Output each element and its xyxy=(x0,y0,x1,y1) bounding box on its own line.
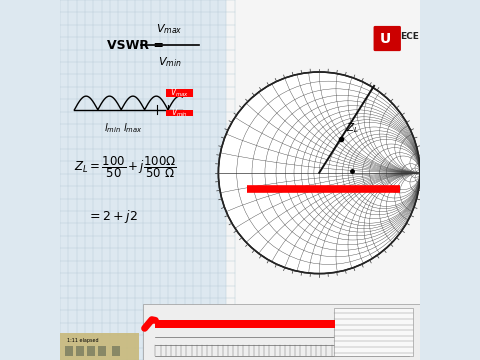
Bar xyxy=(143,304,420,360)
Text: $= 2 + j2$: $= 2 + j2$ xyxy=(87,207,138,225)
Bar xyxy=(334,308,413,356)
Bar xyxy=(60,0,235,360)
Text: U: U xyxy=(380,32,391,45)
Text: $l_{min}\ l_{max}$: $l_{min}\ l_{max}$ xyxy=(104,122,142,135)
Bar xyxy=(98,346,106,356)
Text: $V_{max}$: $V_{max}$ xyxy=(170,87,189,99)
Bar xyxy=(166,110,193,116)
Bar xyxy=(156,320,336,328)
Bar xyxy=(166,89,193,97)
Bar xyxy=(65,346,73,356)
FancyBboxPatch shape xyxy=(373,26,401,51)
Text: ECE: ECE xyxy=(400,32,419,41)
Text: $V_{min}$: $V_{min}$ xyxy=(171,107,188,119)
Text: $V_{max}$: $V_{max}$ xyxy=(156,22,183,36)
Text: $Z_L = \dfrac{100}{50} + j\dfrac{100\Omega}{50\ \Omega}$: $Z_L = \dfrac{100}{50} + j\dfrac{100\Ome… xyxy=(74,154,177,180)
Bar xyxy=(76,346,84,356)
Bar xyxy=(226,0,420,360)
Circle shape xyxy=(218,72,420,274)
Text: $V_{min}$: $V_{min}$ xyxy=(158,55,181,68)
Text: VSWR =: VSWR = xyxy=(107,39,164,51)
Bar xyxy=(60,333,139,360)
Bar xyxy=(87,346,95,356)
Text: 1:11 elapsed: 1:11 elapsed xyxy=(67,338,99,343)
Bar xyxy=(112,346,120,356)
Text: $Z_L$: $Z_L$ xyxy=(346,121,359,135)
